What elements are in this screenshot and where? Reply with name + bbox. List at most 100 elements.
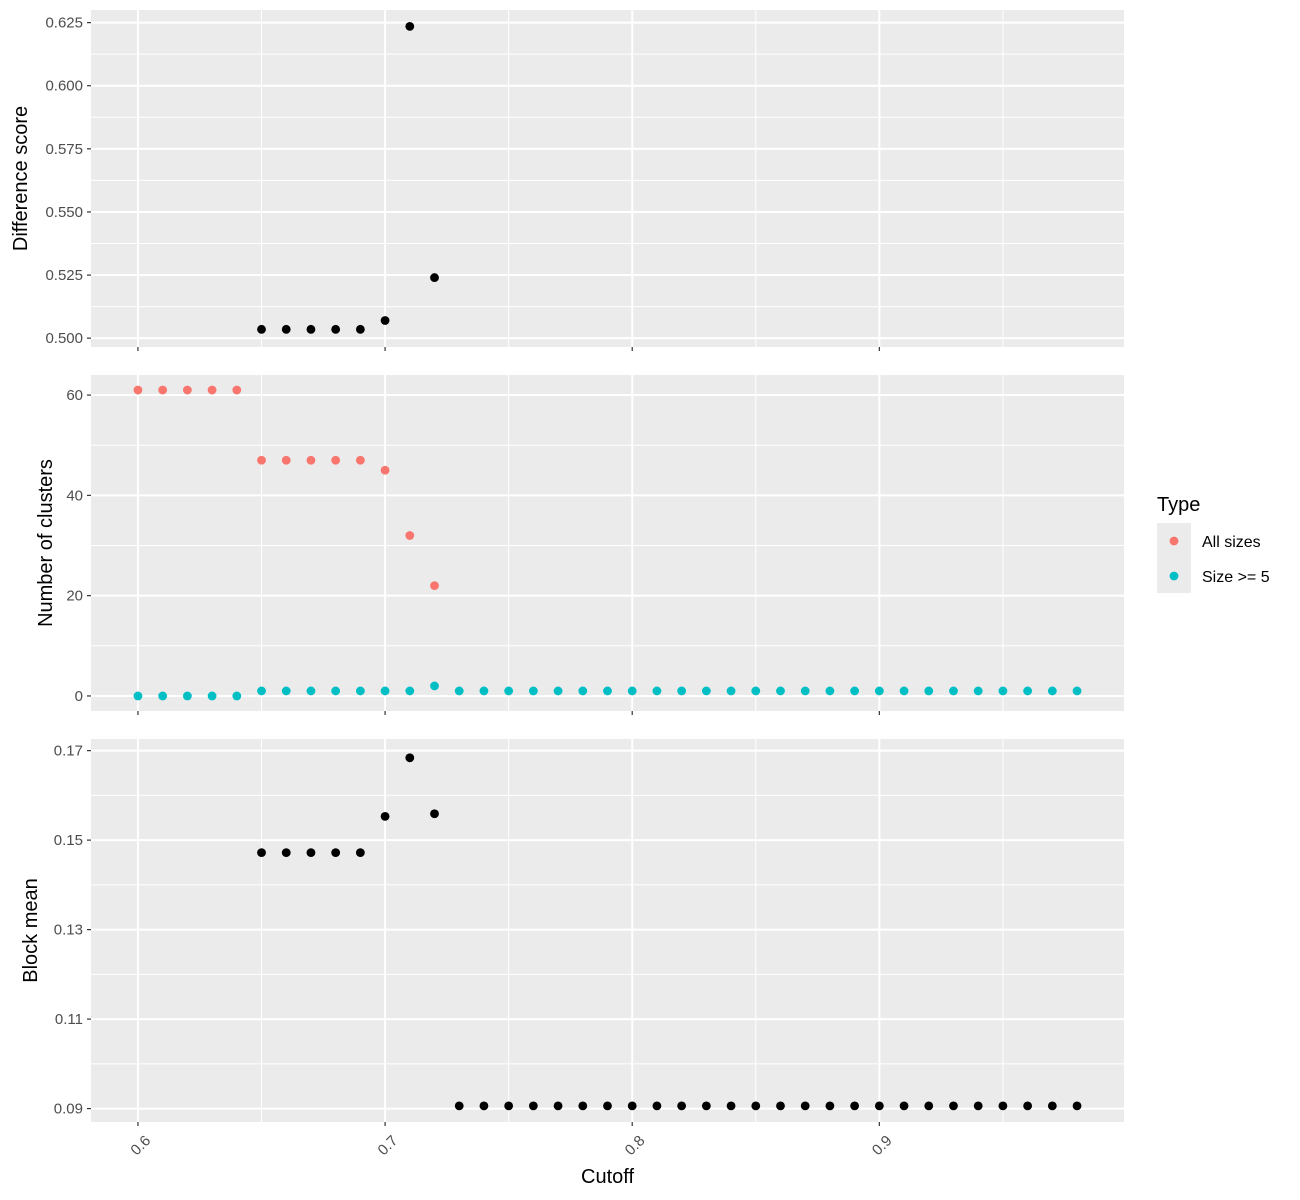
data-point bbox=[973, 1101, 983, 1111]
y-tick-label: 20 bbox=[66, 588, 83, 605]
data-point bbox=[207, 385, 217, 395]
data-point bbox=[627, 1101, 637, 1111]
y-tick-label: 0.525 bbox=[45, 267, 83, 284]
data-point bbox=[306, 848, 316, 858]
data-point bbox=[776, 686, 785, 696]
data-point bbox=[1072, 686, 1082, 696]
data-point bbox=[158, 691, 168, 701]
data-point bbox=[331, 324, 341, 334]
y-tick-label: 0.13 bbox=[54, 922, 83, 939]
y-axis-title: Difference score bbox=[10, 106, 32, 251]
data-point bbox=[949, 1101, 958, 1111]
data-point bbox=[430, 681, 439, 691]
data-point bbox=[726, 686, 736, 696]
data-point bbox=[207, 691, 217, 701]
data-point bbox=[652, 686, 662, 696]
data-point bbox=[355, 324, 365, 334]
data-point bbox=[331, 686, 341, 696]
data-point bbox=[430, 581, 439, 591]
data-point bbox=[528, 686, 538, 696]
legend-key-background bbox=[1157, 523, 1191, 593]
x-tick-label: 0.6 bbox=[127, 1132, 154, 1159]
data-point bbox=[1023, 1101, 1033, 1111]
chart-panels: 0.500 0.525 0.550 0.575 0.600 0.625 Difference… bbox=[10, 10, 1124, 1126]
data-point bbox=[355, 848, 365, 858]
data-point bbox=[627, 686, 637, 696]
data-point bbox=[257, 455, 266, 465]
panel-3: 0.09 0.11 0.13 0.15 0.17 Block mean bbox=[20, 739, 1124, 1126]
data-point bbox=[380, 812, 390, 821]
data-point bbox=[701, 686, 711, 696]
data-point bbox=[603, 686, 612, 696]
data-point bbox=[331, 455, 341, 465]
data-point bbox=[504, 686, 514, 696]
data-point bbox=[874, 686, 884, 696]
data-point bbox=[973, 686, 983, 696]
y-tick-label: 0.600 bbox=[45, 78, 83, 95]
legend-label-size-5: Size >= 5 bbox=[1202, 569, 1270, 586]
data-point bbox=[380, 686, 390, 696]
data-point bbox=[825, 686, 835, 696]
data-point bbox=[257, 324, 266, 334]
data-point bbox=[133, 385, 143, 395]
data-point bbox=[430, 273, 439, 282]
data-point bbox=[257, 848, 266, 858]
data-point bbox=[1072, 1101, 1082, 1111]
data-point bbox=[281, 455, 291, 465]
data-point bbox=[504, 1101, 514, 1111]
x-tick-label: 0.7 bbox=[375, 1132, 402, 1159]
y-tick-label: 40 bbox=[66, 487, 83, 504]
data-point bbox=[158, 385, 168, 395]
data-point bbox=[479, 1101, 489, 1111]
data-point bbox=[306, 455, 316, 465]
data-point bbox=[232, 385, 242, 395]
y-tick-label: 0 bbox=[75, 688, 83, 705]
y-tick-label: 0.625 bbox=[45, 15, 83, 32]
panel-background bbox=[91, 375, 1124, 711]
data-point bbox=[924, 686, 934, 696]
legend-label-all-sizes: All sizes bbox=[1202, 534, 1261, 551]
data-point bbox=[232, 691, 242, 701]
data-point bbox=[899, 1101, 909, 1111]
data-point bbox=[281, 848, 291, 858]
data-point bbox=[133, 691, 143, 701]
data-point bbox=[603, 1101, 612, 1111]
y-tick-label: 0.575 bbox=[45, 141, 83, 158]
y-tick-label: 0.17 bbox=[54, 743, 83, 760]
data-point bbox=[405, 22, 415, 31]
data-point bbox=[776, 1101, 785, 1111]
data-point bbox=[1047, 686, 1057, 696]
data-point bbox=[998, 686, 1008, 696]
data-point bbox=[306, 686, 316, 696]
x-tick-label: 0.8 bbox=[622, 1132, 649, 1159]
data-point bbox=[405, 531, 415, 540]
legend-key-size-5 bbox=[1169, 571, 1179, 581]
data-point bbox=[874, 1101, 884, 1111]
x-axis: 0.6 0.7 0.8 0.9 bbox=[127, 1132, 895, 1159]
data-point bbox=[850, 686, 860, 696]
y-tick-label: 0.09 bbox=[54, 1101, 83, 1118]
data-point bbox=[998, 1101, 1008, 1111]
y-tick-label: 0.500 bbox=[45, 330, 83, 347]
data-point bbox=[751, 1101, 761, 1111]
data-point bbox=[800, 1101, 810, 1111]
panel-background bbox=[91, 10, 1124, 347]
data-point bbox=[751, 686, 761, 696]
data-point bbox=[726, 1101, 736, 1111]
data-point bbox=[949, 686, 958, 696]
data-point bbox=[652, 1101, 662, 1111]
panel-1: 0.500 0.525 0.550 0.575 0.600 0.625 Difference… bbox=[10, 10, 1124, 351]
y-axis-title: Block mean bbox=[20, 878, 42, 983]
data-point bbox=[281, 686, 291, 696]
data-point bbox=[355, 455, 365, 465]
data-point bbox=[182, 385, 192, 395]
data-point bbox=[800, 686, 810, 696]
data-point bbox=[578, 1101, 588, 1111]
data-point bbox=[553, 686, 563, 696]
data-point bbox=[924, 1101, 934, 1111]
y-tick-label: 0.550 bbox=[45, 204, 83, 221]
data-point bbox=[899, 686, 909, 696]
data-point bbox=[677, 1101, 687, 1111]
y-tick-label: 0.11 bbox=[55, 1011, 83, 1028]
